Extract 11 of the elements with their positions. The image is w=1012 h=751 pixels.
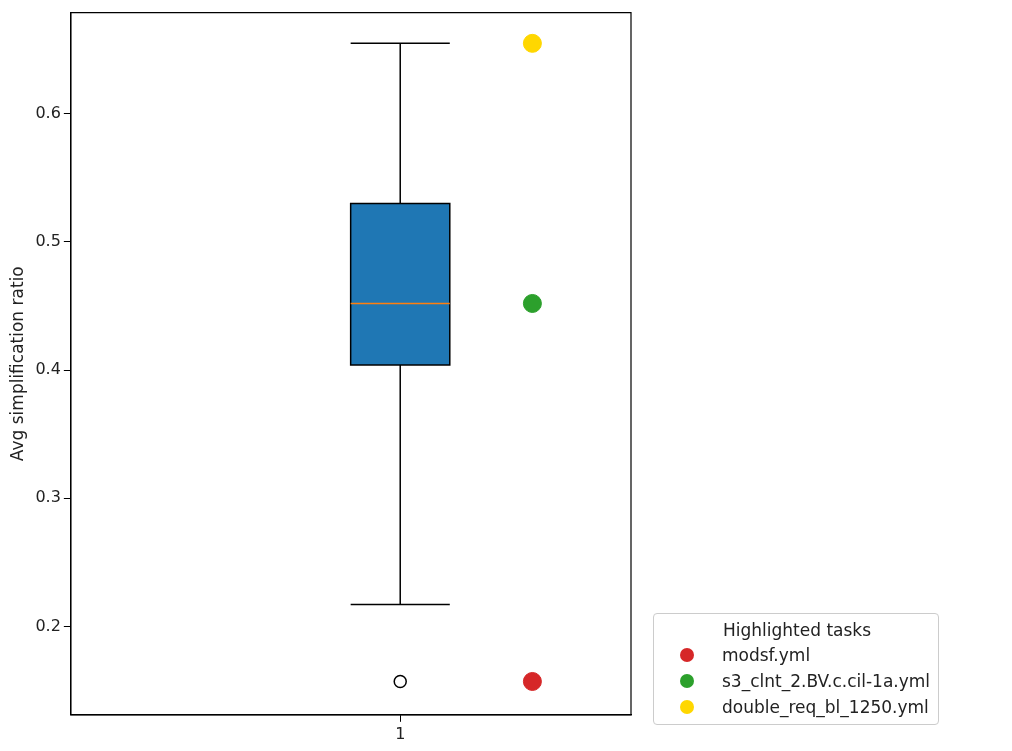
y-tick-label: 0.2: [35, 615, 61, 635]
y-axis-title: Avg simplification ratio: [6, 266, 27, 462]
y-tick-label: 0.5: [35, 231, 61, 251]
legend-label: s3_clnt_2.BV.c.cil-1a.yml: [722, 670, 931, 691]
legend-label: modsf.yml: [722, 644, 811, 665]
y-tick-label: 0.4: [35, 359, 61, 379]
legend-title: Highlighted tasks: [722, 619, 873, 640]
x-tick-label: 1: [395, 723, 406, 743]
y-tick-label: 0.3: [35, 487, 61, 507]
legend-label: double_req_bl_1250.yml: [722, 696, 929, 717]
y-tick-label: 0.6: [35, 102, 61, 122]
